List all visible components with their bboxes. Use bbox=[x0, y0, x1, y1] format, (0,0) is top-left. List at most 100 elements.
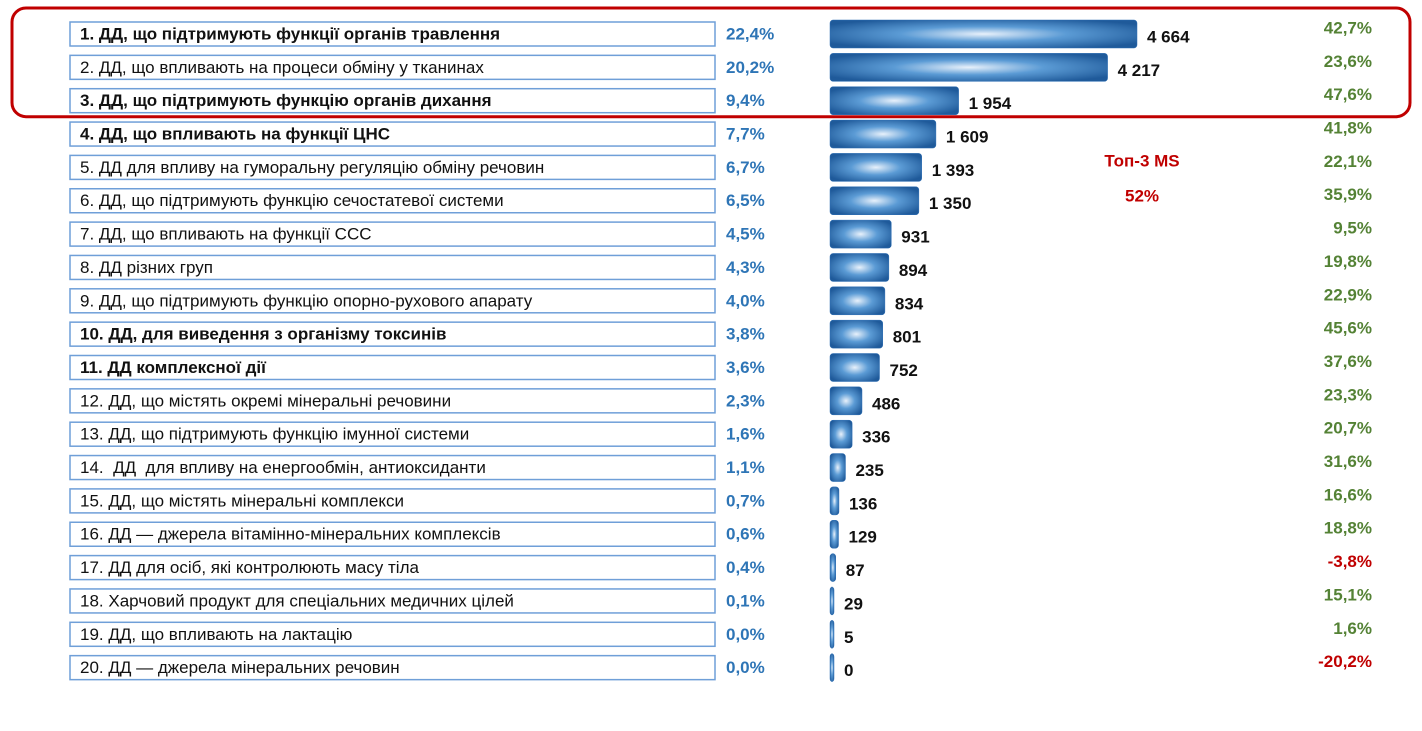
value-label: 834 bbox=[895, 294, 924, 313]
growth-label: 23,3% bbox=[1324, 385, 1372, 404]
share-label: 0,0% bbox=[726, 625, 765, 644]
growth-label: 1,6% bbox=[1333, 619, 1372, 638]
share-label: 9,4% bbox=[726, 91, 765, 110]
value-label: 1 393 bbox=[932, 161, 975, 180]
share-label: 3,6% bbox=[726, 358, 765, 377]
category-label: 10. ДД, для виведення з організму токсин… bbox=[80, 325, 446, 344]
label-box bbox=[69, 221, 716, 247]
label-box bbox=[69, 87, 716, 114]
label-box bbox=[69, 254, 716, 281]
share-label: 2,3% bbox=[726, 391, 765, 410]
bar bbox=[829, 653, 835, 682]
growth-label: 42,7% bbox=[1324, 18, 1372, 37]
growth-label: 22,1% bbox=[1324, 152, 1372, 171]
category-label: 18. Харчовий продукт для спеціальних мед… bbox=[80, 591, 514, 610]
label-box bbox=[69, 54, 716, 81]
growth-label: 31,6% bbox=[1324, 452, 1372, 471]
category-label: 20. ДД — джерела мінеральних речовин bbox=[80, 658, 400, 677]
label-box bbox=[69, 454, 716, 481]
value-label: 1 609 bbox=[946, 128, 989, 147]
share-label: 0,1% bbox=[726, 591, 765, 610]
label-box bbox=[69, 288, 716, 314]
bar bbox=[829, 386, 863, 416]
category-label: 5. ДД для впливу на гуморальну регуляцію… bbox=[80, 158, 544, 177]
bar bbox=[829, 453, 846, 482]
category-label: 2. ДД, що впливають на процеси обміну у … bbox=[80, 58, 484, 77]
label-box bbox=[69, 421, 716, 447]
label-box bbox=[69, 588, 716, 614]
growth-label: 18,8% bbox=[1324, 519, 1372, 538]
label-box bbox=[69, 21, 716, 47]
category-label: 14. ДД для впливу на енергообмін, антиок… bbox=[80, 458, 486, 477]
category-label: 6. ДД, що підтримують функцію сечостатев… bbox=[80, 191, 504, 210]
value-label: 1 350 bbox=[929, 194, 972, 213]
label-box bbox=[69, 388, 716, 414]
bar bbox=[829, 353, 880, 382]
category-label: 7. ДД, що впливають на функції ССС bbox=[80, 225, 372, 244]
label-box bbox=[69, 354, 716, 381]
category-label: 1. ДД, що підтримують функції органів тр… bbox=[80, 24, 500, 43]
growth-label: -3,8% bbox=[1328, 552, 1372, 571]
label-box bbox=[69, 321, 716, 347]
share-label: 3,8% bbox=[726, 325, 765, 344]
bar bbox=[829, 319, 883, 349]
growth-label: -20,2% bbox=[1318, 652, 1372, 671]
label-box bbox=[69, 554, 716, 581]
value-label: 4 217 bbox=[1118, 61, 1161, 80]
value-label: 235 bbox=[855, 461, 883, 480]
share-label: 0,4% bbox=[726, 558, 765, 577]
growth-label: 41,8% bbox=[1324, 119, 1372, 138]
bar bbox=[829, 53, 1108, 82]
value-label: 1 954 bbox=[969, 94, 1012, 113]
label-box bbox=[69, 654, 716, 681]
label-box bbox=[69, 621, 716, 648]
bar bbox=[829, 486, 840, 516]
growth-label: 47,6% bbox=[1324, 85, 1372, 104]
category-label: 13. ДД, що підтримують функцію імунної с… bbox=[80, 425, 469, 444]
growth-label: 20,7% bbox=[1324, 419, 1372, 438]
growth-label: 35,9% bbox=[1324, 185, 1372, 204]
value-label: 5 bbox=[844, 628, 853, 647]
bar bbox=[829, 186, 920, 215]
category-label: 3. ДД, що підтримують функцію органів ди… bbox=[80, 91, 492, 110]
share-label: 1,6% bbox=[726, 425, 765, 444]
value-label: 0 bbox=[844, 661, 853, 680]
label-box bbox=[69, 154, 716, 181]
category-label: 8. ДД різних груп bbox=[80, 258, 213, 277]
growth-label: 45,6% bbox=[1324, 319, 1372, 338]
category-label: 12. ДД, що містять окремі мінеральні реч… bbox=[80, 391, 451, 410]
value-label: 129 bbox=[848, 528, 876, 547]
annotation: Топ-3 MS bbox=[1104, 151, 1179, 170]
value-label: 4 664 bbox=[1147, 27, 1190, 46]
growth-label: 23,6% bbox=[1324, 52, 1372, 71]
share-label: 4,3% bbox=[726, 258, 765, 277]
bar bbox=[829, 119, 937, 149]
value-label: 336 bbox=[862, 428, 890, 447]
bar bbox=[829, 86, 959, 115]
label-box bbox=[69, 521, 716, 547]
growth-label: 16,6% bbox=[1324, 485, 1372, 504]
value-label: 752 bbox=[889, 361, 917, 380]
growth-label: 9,5% bbox=[1333, 219, 1372, 238]
label-box bbox=[69, 121, 716, 147]
growth-label: 37,6% bbox=[1324, 352, 1372, 371]
bar bbox=[829, 553, 836, 582]
category-label: 19. ДД, що впливають на лактацію bbox=[80, 625, 353, 644]
category-label: 17. ДД для осіб, які контролюють масу ті… bbox=[80, 558, 419, 577]
bar bbox=[829, 620, 835, 649]
share-label: 20,2% bbox=[726, 58, 774, 77]
category-label: 15. ДД, що містять мінеральні комплекси bbox=[80, 491, 404, 510]
bar bbox=[829, 153, 922, 182]
share-label: 0,7% bbox=[726, 491, 765, 510]
value-label: 136 bbox=[849, 494, 877, 513]
share-label: 4,5% bbox=[726, 225, 765, 244]
value-label: 931 bbox=[901, 228, 929, 247]
value-label: 894 bbox=[899, 261, 928, 280]
label-box bbox=[69, 488, 716, 514]
category-label: 11. ДД комплексної дії bbox=[80, 358, 267, 377]
category-label: 9. ДД, що підтримують функцію опорно-рух… bbox=[80, 291, 533, 310]
bar bbox=[829, 520, 839, 549]
bar bbox=[829, 253, 890, 282]
value-label: 29 bbox=[844, 594, 863, 613]
